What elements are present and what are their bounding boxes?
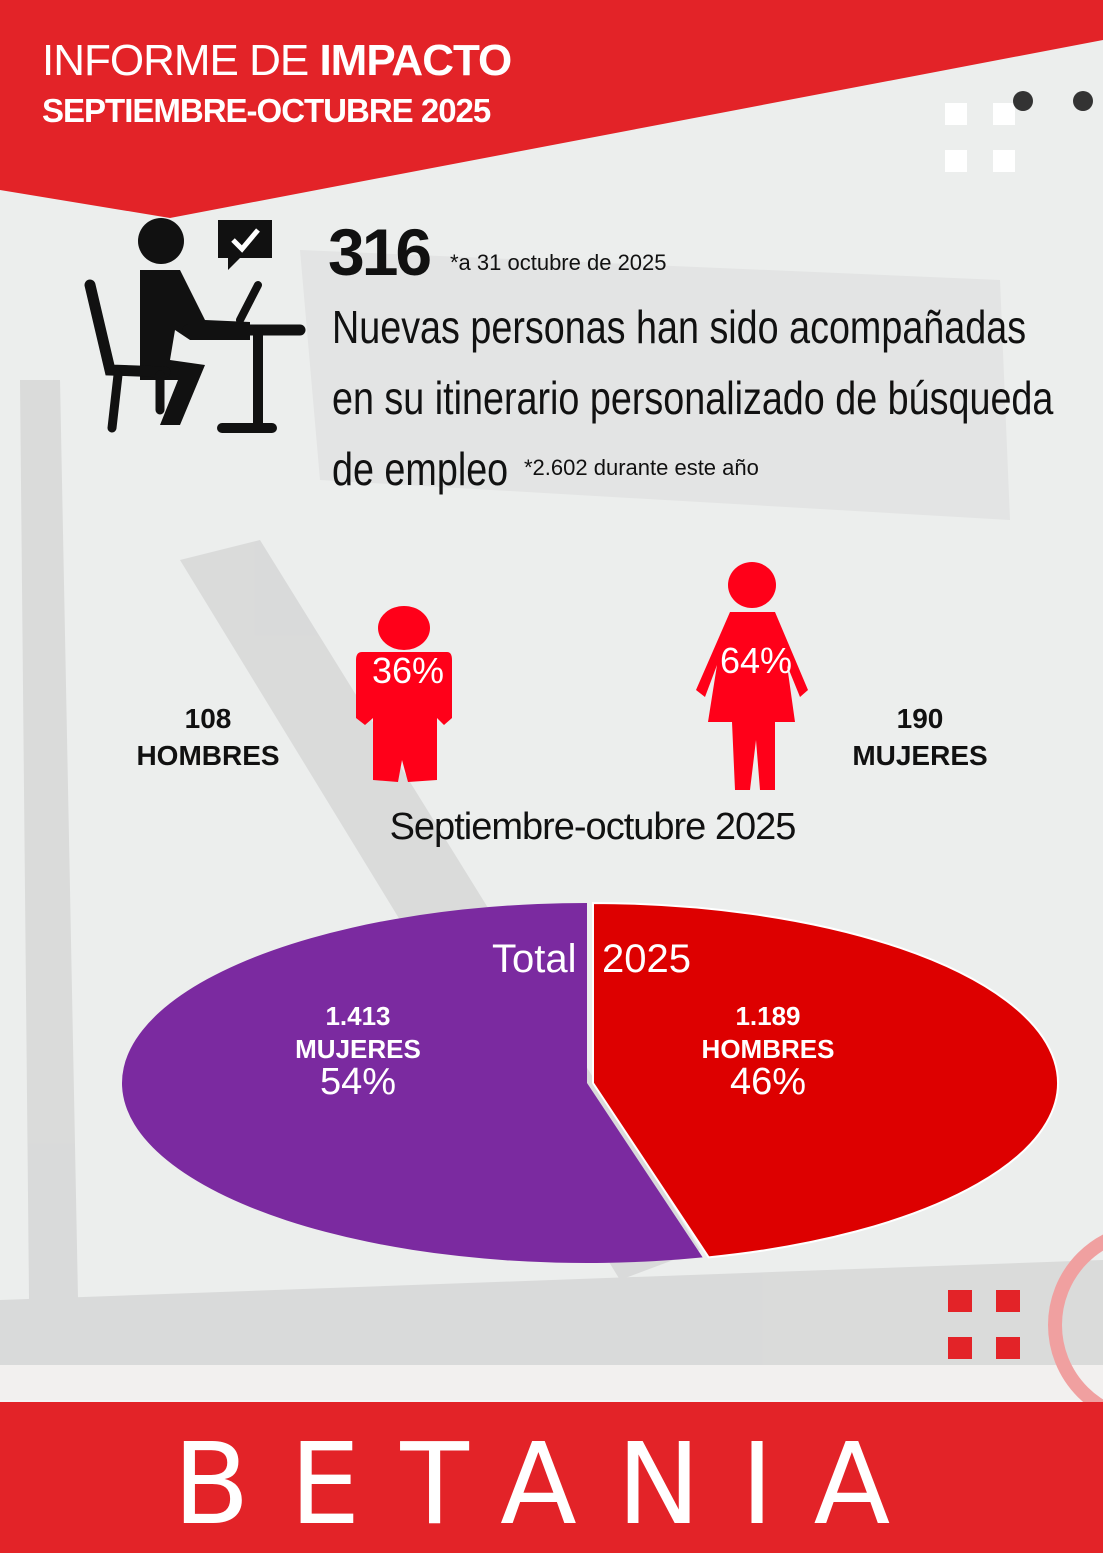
decorative-squares-top [945,103,1015,172]
highlight-number: 316 [328,215,432,289]
man-figure-icon [356,606,452,782]
period-subtitle: Septiembre-octubre 2025 [389,806,797,848]
pie-chart [121,901,1059,1264]
pie-title-left: Total [492,937,577,981]
pie-label-mujeres: 1.413 MUJERES 54% [295,1001,421,1103]
pie-slice-hombres [592,901,1059,1259]
date-note: *a 31 octubre de 2025 [450,250,667,275]
report-title: INFORME DE IMPACTO [42,36,512,85]
woman-figure-icon [696,562,808,790]
footer-bar [0,1402,1103,1553]
men-count: 108 HOMBRES [136,703,280,771]
decorative-squares-bottom [948,1290,1020,1359]
report-period: SEPTIEMBRE-OCTUBRE 2025 [42,92,491,129]
women-percentage: 64% [720,640,793,681]
pie-title-right: 2025 [602,937,691,981]
person-at-computer-icon [84,218,306,433]
men-percentage: 36% [372,650,445,691]
pie-label-hombres: 1.189 HOMBRES 46% [701,1001,835,1103]
year-note: *2.602 durante este año [524,455,759,480]
women-count: 190 MUJERES [852,703,988,771]
betania-logo: BETANIA [172,1420,931,1550]
highlight-description: Nuevas personas han sido acompañadas en … [332,301,1054,495]
pie-slice-mujeres [121,903,703,1264]
